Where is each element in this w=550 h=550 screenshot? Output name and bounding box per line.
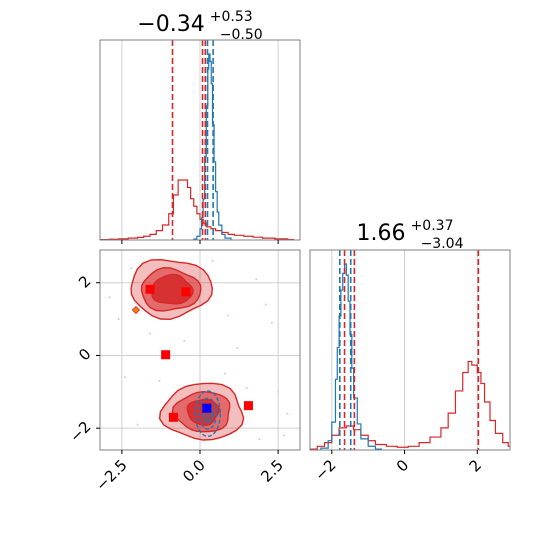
top-grid xyxy=(121,40,279,240)
top-title: −0.34 +0.53 −0.50 xyxy=(137,6,262,43)
2d-plot-area xyxy=(108,258,289,441)
2d-sample-point-17 xyxy=(158,379,161,382)
2d-xtick-label-1: 0.0 xyxy=(179,456,209,486)
2d-sample-point-12 xyxy=(183,339,186,342)
right-xtick-label-0: −2 xyxy=(311,456,339,484)
top-title-sup: +0.53 xyxy=(210,9,253,25)
2d-sample-point-1 xyxy=(130,267,133,270)
2d-xtick-label-2: 2.5 xyxy=(257,456,287,486)
top-title-main: −0.34 xyxy=(137,12,204,37)
2d-sample-point-16 xyxy=(245,387,248,390)
right-frame xyxy=(309,249,511,451)
right-plot-area xyxy=(310,250,510,450)
2d-sample-point-7 xyxy=(277,390,280,393)
2d-sample-point-19 xyxy=(227,314,230,317)
2d-sample-point-5 xyxy=(149,332,151,335)
2d-sample-point-18 xyxy=(286,412,289,415)
2d-red-marker-3 xyxy=(168,412,178,422)
2d-sample-point-0 xyxy=(117,318,120,321)
top-plot-area xyxy=(100,40,295,240)
2d-red-marker-0 xyxy=(145,284,155,294)
2d-sample-point-11 xyxy=(224,372,226,375)
2d-blue-contour-1 xyxy=(198,397,218,430)
2d-blue-contour-0 xyxy=(194,390,222,438)
right-xtick-label-2: 2 xyxy=(466,456,485,475)
right-title-sub: −3.04 xyxy=(421,236,464,252)
2d-ytick-label-1: 0 xyxy=(75,345,94,364)
2d-orange-marker-0 xyxy=(131,305,141,315)
top-blue-histogram xyxy=(193,53,232,240)
panel-right-hist: 1.66 +0.37 −3.04 −2 0 2 xyxy=(309,215,511,484)
2d-ytick-label-2: 2 xyxy=(75,272,94,291)
right-title-main: 1.66 xyxy=(357,221,406,246)
2d-sample-point-10 xyxy=(258,438,261,441)
right-grid xyxy=(331,250,478,450)
top-title-sub: −0.50 xyxy=(220,27,263,43)
2d-sample-point-3 xyxy=(264,303,267,306)
right-blue-histogram xyxy=(320,263,383,450)
2d-ytick-label-0: −2 xyxy=(66,418,94,446)
top-red-histogram xyxy=(100,179,295,240)
right-title-sup: +0.37 xyxy=(411,218,454,234)
right-red-histogram xyxy=(310,360,510,450)
2d-sample-point-8 xyxy=(283,434,286,437)
top-ticks xyxy=(121,240,279,244)
2d-red-marker-1 xyxy=(181,287,191,297)
2d-red-marker-2 xyxy=(161,350,171,360)
right-title: 1.66 +0.37 −3.04 xyxy=(357,215,464,252)
2d-sample-point-4 xyxy=(124,376,126,379)
panel-2d: −2.5 0.0 2.5 −2 0 2 xyxy=(66,249,301,495)
2d-sample-point-13 xyxy=(270,321,273,324)
2d-sample-point-9 xyxy=(136,423,139,426)
2d-blue-marker-0 xyxy=(202,403,212,413)
2d-sample-point-6 xyxy=(236,347,239,350)
2d-xtick-label-0: −2.5 xyxy=(92,456,130,494)
2d-sample-point-2 xyxy=(255,278,258,281)
2d-red-marker-4 xyxy=(243,401,253,411)
right-xtick-label-1: 0 xyxy=(393,456,412,475)
2d-sample-point-15 xyxy=(211,259,214,262)
panel-top-hist: −0.34 +0.53 −0.50 xyxy=(99,6,301,244)
right-ticks: −2 0 2 xyxy=(311,450,485,484)
2d-sample-point-14 xyxy=(108,296,111,299)
